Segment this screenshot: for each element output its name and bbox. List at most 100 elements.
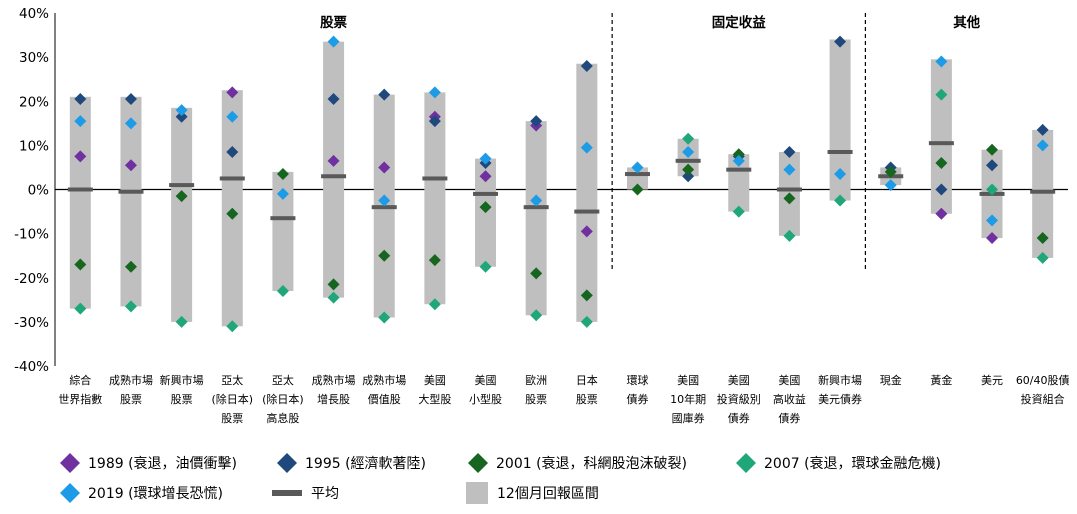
range-bar [930,59,952,214]
average-mark [827,149,853,154]
category-label: (除日本) [211,392,253,406]
event-marker [530,194,543,207]
average-mark [928,141,954,146]
category-label: 綜合 [69,373,91,387]
event-marker [935,183,948,196]
average-mark [371,205,397,210]
event-marker [530,267,543,280]
event-marker [428,115,441,128]
event-marker [935,157,948,170]
event-marker [732,148,745,161]
category-label: 日本 [576,373,598,387]
average-mark [675,158,701,163]
event-marker [834,35,847,48]
category-label: 現金 [880,373,902,387]
average-mark [118,189,144,194]
event-marker [682,145,695,158]
event-marker [226,145,239,158]
event-marker [986,159,999,172]
average-mark [67,187,93,192]
category-label: 美國 [475,374,497,387]
category-label: 成熟市場 [362,373,406,387]
range-bar [323,41,345,298]
y-tick-label: 10% [19,138,49,154]
event-marker [276,284,289,297]
event-marker [226,86,239,99]
category-label: 亞太 [272,374,294,387]
range-bar [525,121,547,316]
event-marker [783,192,796,205]
average-mark [473,191,499,196]
category-label: 增長股 [317,392,350,406]
event-marker [1036,251,1049,264]
category-label: 60/40股債 [1016,373,1070,387]
group-label: 股票 [320,15,347,31]
event-marker [682,170,695,183]
category-label: 投資級別 [717,392,761,406]
event-marker [986,214,999,227]
category-label: 成熟市場 [109,373,153,387]
event-marker [732,205,745,218]
event-marker [124,159,137,172]
category-label: 新興市場 [160,373,204,387]
category-label: 債券 [728,411,750,425]
y-tick-label: 30% [19,50,49,66]
y-tick-label: 40% [19,6,49,22]
category-label: 環球 [626,373,648,387]
event-marker [327,154,340,167]
category-label: 債券 [626,392,648,406]
category-label: 價值股 [368,392,401,406]
group-labels: 股票 固定收益 其他 [320,13,981,271]
event-marker [327,35,340,48]
average-mark [169,183,195,188]
average-marks [67,141,1056,221]
event-marker [580,315,593,328]
average-mark [776,187,802,192]
event-marker [175,190,188,203]
event-marker [631,183,644,196]
event-marker [732,154,745,167]
event-marker [74,93,87,106]
group-label: 固定收益 [712,14,766,31]
event-marker [428,86,441,99]
event-marker [479,152,492,165]
category-label: 美國 [728,374,750,387]
event-marker [226,207,239,220]
average-mark [270,216,296,221]
event-marker [378,249,391,262]
event-marker [378,161,391,174]
event-marker [580,141,593,154]
event-marker [124,260,137,273]
range-bar [272,171,294,291]
event-marker [124,300,137,313]
average-mark [624,172,650,177]
range-bar [829,39,851,201]
average-mark [726,167,752,172]
average-mark [574,209,600,214]
event-marker [124,117,137,130]
event-marker [935,55,948,68]
legend: 1989 (衰退，油價衝擊) 1995 (經濟軟著陸) 2001 (衰退，科網股泡沫… [60,453,941,504]
category-label: 股票 [576,393,598,406]
average-mark [523,205,549,210]
range-bars [69,39,1054,327]
category-label: 高收益 [773,392,806,406]
category-label: 世界指數 [58,392,102,406]
event-marker [530,309,543,322]
event-marker [327,93,340,106]
event-marker [682,163,695,176]
y-tick-label: -40% [14,359,49,375]
y-tick-label: -10% [14,227,49,243]
category-label: 成熟市場 [312,373,356,387]
event-marker [327,278,340,291]
legend-swatch [468,453,488,473]
legend-label: 2019 (環球增長恐慌) [88,486,223,502]
category-label: 大型股 [418,392,451,406]
event-marker [631,161,644,174]
event-marker [834,168,847,181]
category-label: 美國 [424,374,446,387]
category-label: 美國 [677,374,699,387]
event-marker [428,298,441,311]
category-label: 股票 [171,393,193,406]
category-label: 股票 [120,393,142,406]
